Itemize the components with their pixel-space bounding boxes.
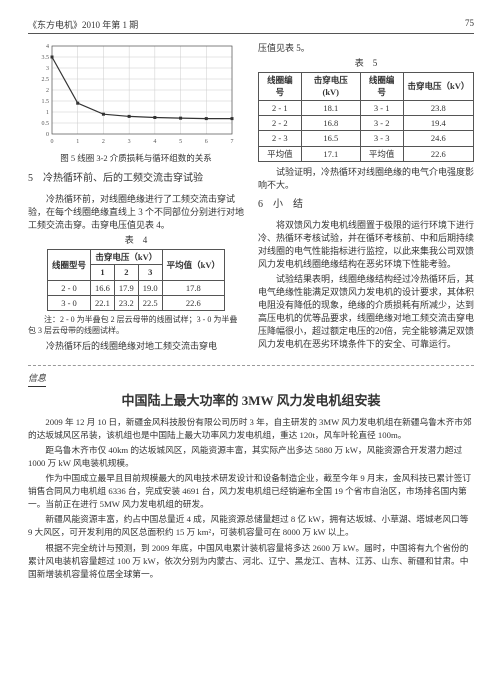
journal-title: 《东方电机》2010 年第 1 期 — [28, 18, 138, 31]
svg-text:4: 4 — [46, 44, 49, 50]
news-p1: 2009 年 12 月 10 日，新疆金风科技股份有限公司历时 3 年，自主研发… — [28, 416, 474, 442]
svg-text:2.5: 2.5 — [42, 77, 50, 83]
table-5: 线圈编号击穿电压(kV)线圈编号击穿电压（kV）2 - 118.13 - 123… — [258, 72, 474, 162]
svg-text:3: 3 — [128, 139, 131, 145]
section-6-p1: 将双馈风力发电机线圈置于极限的运行环境下进行冷、热循环考核试验，并在循环考核前、… — [258, 219, 474, 271]
svg-text:1: 1 — [76, 139, 79, 145]
svg-text:6: 6 — [205, 139, 208, 145]
table-4-note: 注：2 - 0 为半叠包 2 层云母带的线圈试样；3 - 0 为半叠包 3 层云… — [28, 315, 244, 336]
section-6-p2: 试验结果表明，线圈绝缘结构经过冷热循环后，其电气绝缘性能满足双馈风力发电机的设计… — [258, 273, 474, 351]
svg-text:0: 0 — [46, 132, 49, 138]
svg-text:0.5: 0.5 — [42, 121, 50, 127]
section-6-title: 6 小 结 — [258, 198, 474, 213]
svg-text:3.5: 3.5 — [42, 55, 50, 61]
news-title: 中国陆上最大功率的 3MW 风力发电机组安装 — [28, 391, 474, 411]
svg-text:4: 4 — [153, 139, 156, 145]
right-top-p: 压值见表 5。 — [258, 42, 474, 55]
svg-text:5: 5 — [179, 139, 182, 145]
news-p5: 根据不完全统计与预测，到 2009 年底，中国风电累计装机容量将多达 2600 … — [28, 542, 474, 581]
figure-5-caption: 图 5 线圈 3-2 介质损耗与循环组数的关系 — [28, 152, 244, 164]
left-cont-p: 冷热循环后的线圈绝缘对地工频交流击穿电 — [28, 340, 244, 353]
svg-text:1: 1 — [46, 110, 49, 116]
section-5-p1: 冷热循环前，对线圈绝缘进行了工频交流击穿试验，在每个线圈绝缘直线上 3 个不同部… — [28, 193, 244, 232]
right-p3: 试验证明，冷热循环对线圈绝缘的电气介电强度影响不大。 — [258, 166, 474, 192]
news-label: 信息 — [28, 372, 46, 387]
svg-text:7: 7 — [231, 139, 234, 145]
table-4-label: 表 4 — [28, 234, 244, 247]
svg-text:2: 2 — [102, 139, 105, 145]
svg-text:2: 2 — [46, 88, 49, 94]
news-p4: 新疆风能资源丰富，约占中国总量近 4 成，风能资源总储量超过 8 亿 kW，拥有… — [28, 513, 474, 539]
section-5-title: 5 冷热循环前、后的工频交流击穿试验 — [28, 172, 244, 187]
table-4: 线圈型号击穿电压（kV）平均值（kV）1232 - 016.617.919.01… — [47, 249, 225, 311]
svg-text:0: 0 — [51, 139, 54, 145]
svg-text:1.5: 1.5 — [42, 99, 50, 105]
page-number: 75 — [465, 18, 474, 31]
news-p3: 作为中国成立最早且目前规模最大的风电技术研发设计和设备制造企业，截至今年 9 月… — [28, 472, 474, 511]
svg-text:3: 3 — [46, 66, 49, 72]
figure-5-chart: 0 1 2 3 4 5 6 7 0 0.5 1 1.5 2 2.5 3 3.5 4 — [28, 40, 244, 150]
news-p2: 距乌鲁木齐市仅 40km 的达坂城风区，风能资源丰富，其实际产出多达 5880 … — [28, 444, 474, 470]
section-divider — [28, 365, 474, 366]
table-5-label: 表 5 — [258, 57, 474, 70]
